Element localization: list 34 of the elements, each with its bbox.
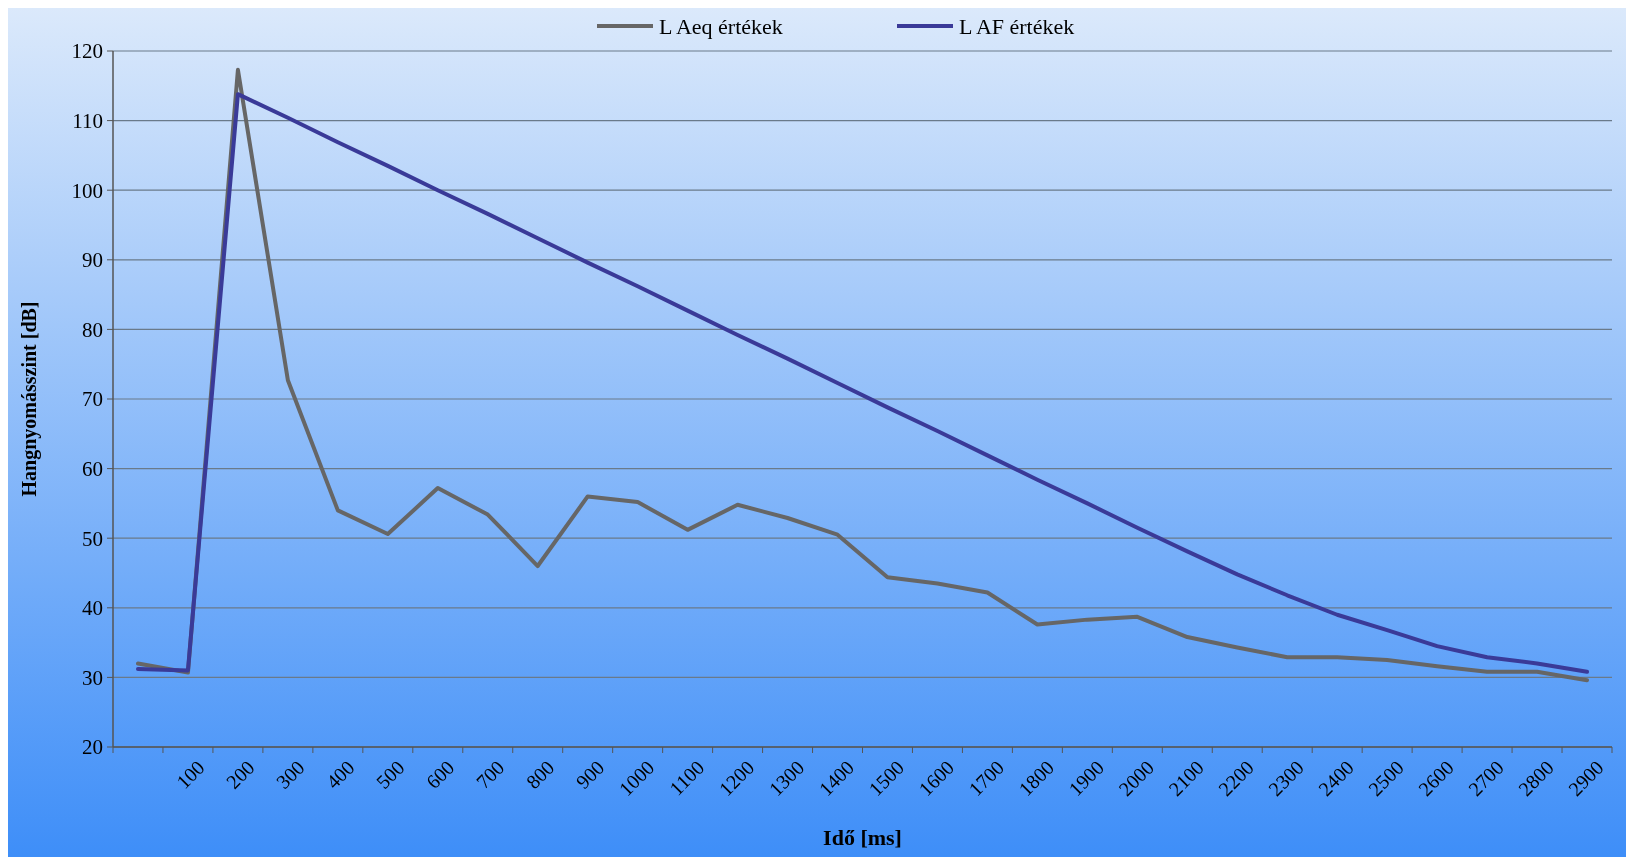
y-tick-label: 70	[82, 387, 103, 412]
x-tick-label: 100	[171, 756, 209, 793]
y-tick-label: 80	[82, 317, 103, 342]
y-tick-label: 120	[71, 39, 103, 64]
x-tick-label: 1800	[1014, 756, 1059, 801]
x-tick-label: 500	[371, 756, 409, 793]
x-tick-label: 300	[271, 756, 309, 793]
x-tick-label: 800	[521, 756, 559, 793]
y-tick-label: 100	[71, 178, 103, 203]
x-tick-label: 1100	[665, 756, 709, 800]
y-tick-label: 30	[82, 665, 103, 690]
legend-label: L Aeq értékek	[659, 13, 783, 39]
x-tick-label: 200	[221, 756, 259, 793]
y-axis-title: Hangnyomásszint [dB]	[18, 301, 41, 497]
y-tick-label: 110	[72, 108, 103, 133]
legend-label: L AF értékek	[959, 13, 1075, 39]
x-tick-label: 700	[471, 756, 509, 793]
x-tick-label: 1700	[964, 756, 1009, 801]
x-tick-label: 600	[421, 756, 459, 793]
x-tick-label: 1000	[614, 756, 659, 801]
x-tick-label: 1500	[864, 756, 909, 801]
x-axis-title: Idő [ms]	[823, 825, 902, 850]
y-tick-label: 60	[82, 456, 103, 481]
y-tick-label: 40	[82, 596, 103, 621]
x-tick-label: 900	[571, 756, 609, 793]
x-tick-label: 1300	[764, 756, 809, 801]
x-tick-label: 1900	[1064, 756, 1109, 801]
x-tick-label: 1400	[814, 756, 859, 801]
y-tick-label: 50	[82, 526, 103, 551]
x-tick-label: 400	[321, 756, 359, 793]
y-tick-label: 90	[82, 248, 103, 273]
x-tick-label: 1600	[914, 756, 959, 801]
x-tick-label: 1200	[714, 756, 759, 801]
y-tick-label: 20	[82, 735, 103, 760]
